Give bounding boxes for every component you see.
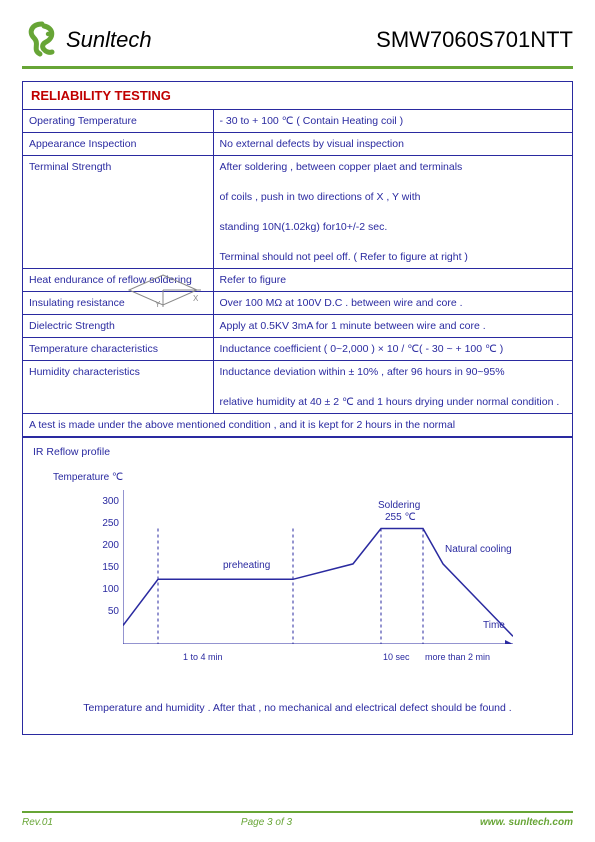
profile-title: IR Reflow profile bbox=[33, 446, 562, 458]
spec-label: Terminal Strength bbox=[23, 156, 213, 269]
x-tick-2: more than 2 min bbox=[425, 652, 490, 662]
y-tick: 300 bbox=[95, 490, 119, 512]
page-footer: Rev.01 Page 3 of 3 www. sunltech.com bbox=[22, 811, 573, 828]
chart-caption: Temperature and humidity . After that , … bbox=[33, 702, 562, 714]
footer-page: Page 3 of 3 bbox=[241, 817, 292, 828]
spec-value: No external defects by visual inspection bbox=[213, 133, 572, 156]
spec-value: Over 100 MΩ at 100V D.C . between wire a… bbox=[213, 292, 572, 315]
logo-group: Sunltech bbox=[22, 20, 152, 60]
soldering-label: Soldering bbox=[378, 500, 420, 511]
spec-label: Temperature characteristics bbox=[23, 338, 213, 361]
y-tick: 250 bbox=[95, 512, 119, 534]
table-row: Operating Temperature- 30 to + 100 ℃ ( C… bbox=[23, 110, 572, 133]
xy-diamond-icon: XY bbox=[123, 271, 203, 309]
footer-rev: Rev.01 bbox=[22, 817, 53, 828]
x-tick-1: 10 sec bbox=[383, 652, 410, 662]
spec-value: Inductance deviation within ± 10% , afte… bbox=[213, 361, 572, 414]
time-label: Time bbox=[483, 620, 505, 631]
table-row: Appearance InspectionNo external defects… bbox=[23, 133, 572, 156]
soldering-temp-label: 255 ℃ bbox=[385, 512, 416, 523]
table-row: Humidity characteristicsInductance devia… bbox=[23, 361, 572, 414]
table-row: Dielectric StrengthApply at 0.5KV 3mA fo… bbox=[23, 315, 572, 338]
spec-label: Dielectric Strength bbox=[23, 315, 213, 338]
brand-name: Sunltech bbox=[66, 27, 152, 53]
spec-label: Appearance Inspection bbox=[23, 133, 213, 156]
reflow-profile-section: IR Reflow profile Temperature ℃ 30025020… bbox=[23, 437, 572, 734]
spec-label: Humidity characteristics bbox=[23, 361, 213, 414]
section-title: RELIABILITY TESTING bbox=[23, 82, 572, 110]
svg-text:Y: Y bbox=[155, 300, 161, 309]
spec-value: Refer to figure bbox=[213, 269, 572, 292]
footer-divider bbox=[22, 811, 573, 813]
spec-table: Operating Temperature- 30 to + 100 ℃ ( C… bbox=[23, 110, 572, 437]
x-tick-0: 1 to 4 min bbox=[183, 652, 223, 662]
footer-url: www. sunltech.com bbox=[480, 817, 573, 828]
note-text: A test is made under the above mentioned… bbox=[23, 414, 572, 437]
y-tick: 150 bbox=[95, 556, 119, 578]
spec-label: Heat endurance of reflow solderingXY bbox=[23, 269, 213, 292]
y-axis-ticks: 30025020015010050 bbox=[95, 490, 119, 622]
y-tick: 100 bbox=[95, 578, 119, 600]
header-divider bbox=[22, 66, 573, 69]
table-row: Temperature characteristicsInductance co… bbox=[23, 338, 572, 361]
part-number: SMW7060S701NTT bbox=[376, 27, 573, 53]
table-row-note: A test is made under the above mentioned… bbox=[23, 414, 572, 437]
y-tick: 200 bbox=[95, 534, 119, 556]
spec-value: Inductance coefficient ( 0~2,000 ) × 10 … bbox=[213, 338, 572, 361]
spec-value: After soldering , between copper plaet a… bbox=[213, 156, 572, 269]
y-axis-label: Temperature ℃ bbox=[53, 472, 123, 483]
cooling-label: Natural cooling bbox=[445, 544, 512, 555]
table-row: Heat endurance of reflow solderingXYRefe… bbox=[23, 269, 572, 292]
spec-value: Apply at 0.5KV 3mA for 1 minute between … bbox=[213, 315, 572, 338]
spec-label: Operating Temperature bbox=[23, 110, 213, 133]
reflow-chart: Temperature ℃ 30025020015010050 preheati… bbox=[53, 472, 533, 682]
table-row: Terminal StrengthAfter soldering , betwe… bbox=[23, 156, 572, 269]
brand-logo-icon bbox=[22, 20, 62, 60]
table-row: Insulating resistanceOver 100 MΩ at 100V… bbox=[23, 292, 572, 315]
y-tick: 50 bbox=[95, 600, 119, 622]
preheating-label: preheating bbox=[223, 560, 270, 571]
svg-text:X: X bbox=[193, 294, 199, 303]
spec-value: - 30 to + 100 ℃ ( Contain Heating coil ) bbox=[213, 110, 572, 133]
reliability-testing-box: RELIABILITY TESTING Operating Temperatur… bbox=[22, 81, 573, 735]
page-header: Sunltech SMW7060S701NTT bbox=[22, 20, 573, 64]
reflow-plot: preheating Soldering 255 ℃ Natural cooli… bbox=[123, 490, 513, 644]
